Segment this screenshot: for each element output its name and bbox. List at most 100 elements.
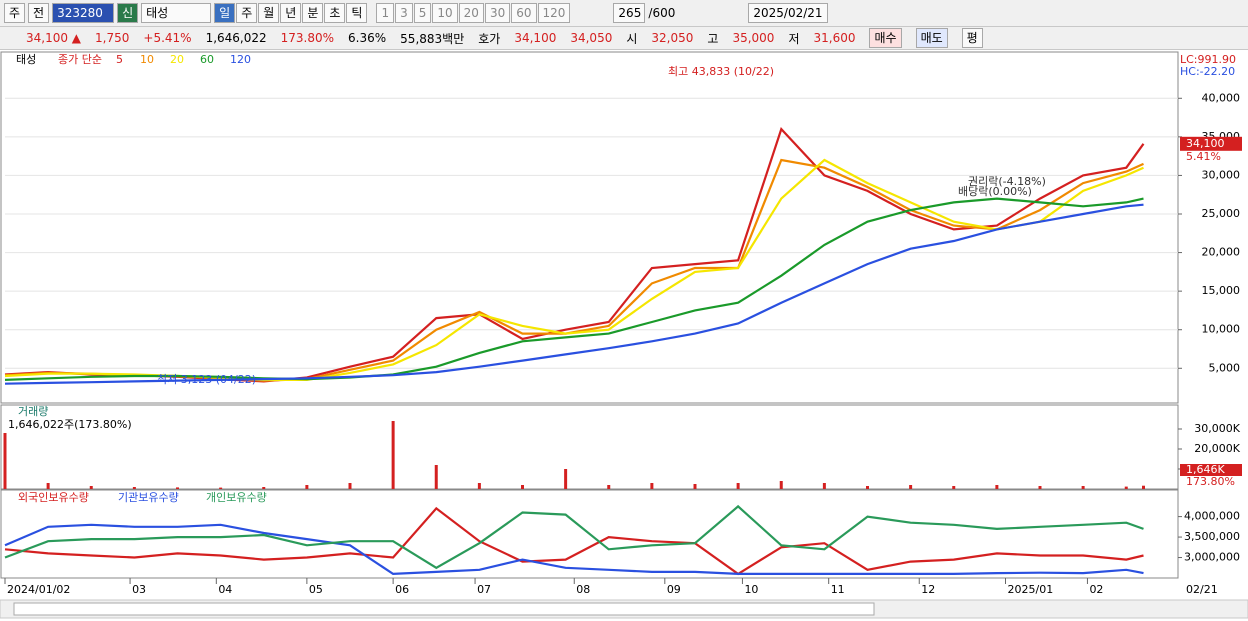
prev[interactable]: 전 — [28, 3, 50, 23]
interval-button[interactable]: 5 — [413, 3, 432, 23]
open: 32,050 — [651, 31, 694, 45]
bar — [607, 485, 611, 489]
legend-entry: 120 — [230, 53, 251, 66]
period-button[interactable]: 년 — [280, 3, 302, 23]
last-label: 1,646K — [1186, 463, 1225, 476]
buy[interactable]: 매수 — [869, 28, 902, 48]
legend-entry: 5 — [116, 53, 123, 66]
x-tick-label: 2025/01 — [1008, 583, 1054, 596]
interval-button[interactable]: 20 — [458, 3, 484, 23]
bar — [477, 483, 481, 489]
interval-button[interactable]: 120 — [537, 3, 571, 23]
period-button[interactable]: 초 — [324, 3, 346, 23]
legend-entry: 외국인보유수량 — [18, 491, 89, 504]
bar — [1038, 486, 1042, 489]
avg[interactable]: 평 — [961, 28, 983, 48]
annotation: 최저 3,123 (04/22) — [157, 373, 256, 386]
quote-bar: 34,100 ▲ 1,750 +5.41% 1,646,022 173.80% … — [0, 27, 1248, 50]
line — [4, 504, 1144, 570]
volume-rate: 173.80% — [280, 31, 335, 45]
line — [4, 203, 1144, 385]
bar — [995, 485, 999, 489]
bar — [952, 486, 956, 489]
bar — [89, 486, 93, 489]
max: /600 — [648, 6, 676, 20]
date[interactable]: 2025/02/21 — [748, 3, 828, 23]
y-tick-label: 20,000K — [1194, 442, 1240, 455]
legend-label: 종가 단순 — [58, 53, 102, 66]
plot-bg — [0, 50, 1248, 621]
period-button[interactable]: 분 — [302, 3, 324, 23]
x-tick-label: 08 — [576, 583, 590, 596]
annotation: 배당락(0.00%) — [958, 185, 1032, 198]
legend-entry: 60 — [200, 53, 214, 66]
bar — [650, 483, 654, 489]
bar — [434, 465, 438, 489]
turnover: 6.36% — [348, 31, 387, 45]
panel-frame — [0, 489, 1179, 579]
bar — [1081, 486, 1085, 489]
intervals: 1 3 5 10 20 30 60 120 — [376, 3, 571, 23]
bar — [736, 483, 740, 489]
interval-button[interactable]: 60 — [511, 3, 537, 23]
bar — [262, 487, 266, 489]
scroll-thumb — [13, 602, 875, 616]
bar — [348, 483, 352, 489]
y-tick-label: 3,500,000 — [1184, 530, 1240, 543]
annotation: 최고 43,833 (10/22) — [668, 65, 774, 78]
bar — [693, 484, 697, 489]
y-tick-label: 3,000,000 — [1184, 551, 1240, 564]
y-tick-label: 30,000 — [1202, 168, 1241, 181]
bid: 34,050 — [570, 31, 613, 45]
badge: 신 — [117, 3, 139, 23]
period-button[interactable]: 주 — [236, 3, 258, 23]
x-tick-label: 07 — [477, 583, 491, 596]
period-button[interactable]: 일 — [214, 3, 236, 23]
period-button[interactable]: 틱 — [346, 3, 368, 23]
line — [4, 506, 1144, 576]
low: 31,600 — [813, 31, 856, 45]
x-tick-label: 04 — [218, 583, 232, 596]
x-tick-label: 05 — [309, 583, 323, 596]
bar — [866, 486, 869, 489]
change: 1,750 — [95, 31, 130, 45]
volume-subtitle: 1,646,022주(173.80%) — [8, 418, 132, 431]
bar — [822, 483, 826, 489]
bar — [1142, 485, 1145, 489]
count[interactable]: 265 — [613, 3, 646, 23]
y-tick-label: 4,000,000 — [1184, 510, 1240, 523]
market[interactable]: 주 — [4, 3, 26, 23]
y-tick-label: 40,000 — [1202, 91, 1241, 104]
legend-entry: 기관보유수량 — [118, 491, 179, 504]
rate: +5.41% — [143, 31, 192, 45]
panel-frame — [0, 404, 1179, 490]
interval-button[interactable]: 1 — [376, 3, 395, 23]
bar — [46, 483, 50, 489]
y-tick-label: 15,000 — [1202, 284, 1241, 297]
bar — [1124, 486, 1128, 489]
high-label: 고 — [707, 31, 719, 46]
last-label: 34,100 — [1186, 137, 1225, 150]
last-box — [1180, 464, 1242, 476]
line — [4, 523, 1144, 576]
low-label: 저 — [788, 31, 800, 46]
x-tick-label: 2024/01/02 — [7, 583, 70, 596]
period-button[interactable]: 월 — [258, 3, 280, 23]
bar — [305, 485, 309, 489]
interval-button[interactable]: 30 — [484, 3, 511, 23]
panel-frame — [0, 51, 1179, 404]
interval-button[interactable]: 3 — [395, 3, 413, 23]
y-tick-label: 30,000K — [1194, 422, 1240, 435]
code[interactable]: 323280 — [52, 3, 115, 23]
y-tick-label: 25,000 — [1202, 207, 1241, 220]
legend-entry: 개인보유수량 — [206, 491, 267, 504]
interval-button[interactable]: 10 — [432, 3, 458, 23]
x-tick-label: 11 — [831, 583, 845, 596]
x-tick-label: 10 — [744, 583, 758, 596]
bar — [391, 421, 395, 489]
sell[interactable]: 매도 — [915, 28, 948, 48]
stock-name[interactable]: 태성 — [141, 3, 212, 23]
